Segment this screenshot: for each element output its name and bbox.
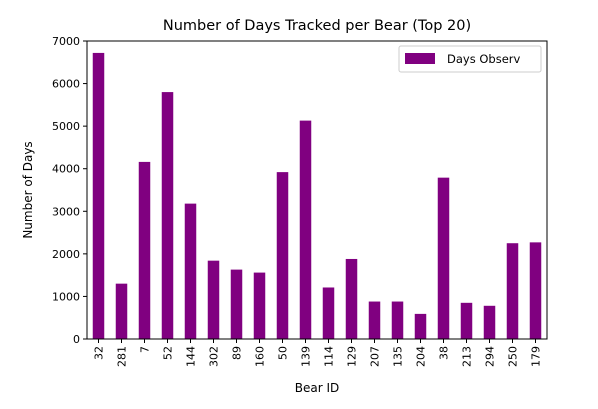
legend-swatch — [405, 53, 435, 64]
x-tick-label: 302 — [208, 346, 221, 367]
chart-title: Number of Days Tracked per Bear (Top 20) — [163, 18, 471, 34]
bar-302 — [207, 260, 220, 339]
y-tick-label: 2000 — [52, 248, 80, 261]
y-axis-label: Number of Days — [21, 141, 35, 238]
x-tick-label: 139 — [300, 346, 313, 367]
bars-group — [92, 52, 542, 340]
x-tick-label: 213 — [461, 346, 474, 367]
bar-281 — [115, 283, 128, 339]
bar-179 — [529, 242, 542, 339]
x-tick-label: 50 — [277, 346, 290, 360]
bar-50 — [276, 172, 289, 339]
bar-114 — [322, 287, 335, 339]
x-tick-label: 179 — [530, 346, 543, 367]
y-tick-label: 4000 — [52, 163, 80, 176]
x-tick-label: 135 — [392, 346, 405, 367]
x-tick-label: 7 — [139, 346, 152, 353]
bar-213 — [460, 302, 473, 339]
x-tick-label: 250 — [507, 346, 520, 367]
bar-32 — [92, 52, 105, 340]
bar-135 — [391, 301, 404, 339]
y-tick-label: 5000 — [52, 120, 80, 133]
x-tick-label: 114 — [323, 346, 336, 367]
bar-250 — [506, 243, 519, 339]
legend-label: Days Observ — [447, 52, 521, 66]
y-tick-label: 1000 — [52, 290, 80, 303]
x-tick-label: 52 — [162, 346, 175, 360]
legend-box — [398, 45, 542, 73]
bar-139 — [299, 120, 312, 339]
x-tick-label: 89 — [231, 346, 244, 360]
x-axis: 32 281 7 52 144 302 89 160 50 139 114 129 207 135 204 3… — [93, 339, 543, 367]
x-tick-label: 129 — [346, 346, 359, 367]
bar-207 — [368, 301, 381, 339]
legend: Days Observ — [398, 45, 542, 73]
y-tick-label: 6000 — [52, 78, 80, 91]
y-tick-label: 0 — [73, 333, 80, 346]
x-tick-label: 32 — [93, 346, 106, 360]
x-tick-label: 38 — [438, 346, 451, 360]
x-tick-label: 281 — [116, 346, 129, 367]
bar-7 — [138, 161, 151, 339]
bar-52 — [161, 92, 174, 339]
bar-38 — [437, 177, 450, 339]
y-tick-label: 7000 — [52, 35, 80, 48]
bar-204 — [414, 313, 427, 339]
x-tick-label: 160 — [254, 346, 267, 367]
x-tick-label: 294 — [484, 346, 497, 367]
y-tick-label: 3000 — [52, 205, 80, 218]
x-tick-label: 207 — [369, 346, 382, 367]
bar-129 — [345, 258, 358, 339]
bar-294 — [483, 305, 496, 339]
x-tick-label: 144 — [185, 346, 198, 367]
plot-frame — [86, 40, 548, 340]
x-tick-label: 204 — [415, 346, 428, 367]
bar-89 — [230, 269, 243, 339]
x-axis-label: Bear ID — [295, 381, 340, 395]
bar-160 — [253, 272, 266, 339]
bar-144 — [184, 203, 197, 339]
y-axis: 0 1000 2000 3000 4000 5000 6000 7000 — [52, 35, 87, 346]
